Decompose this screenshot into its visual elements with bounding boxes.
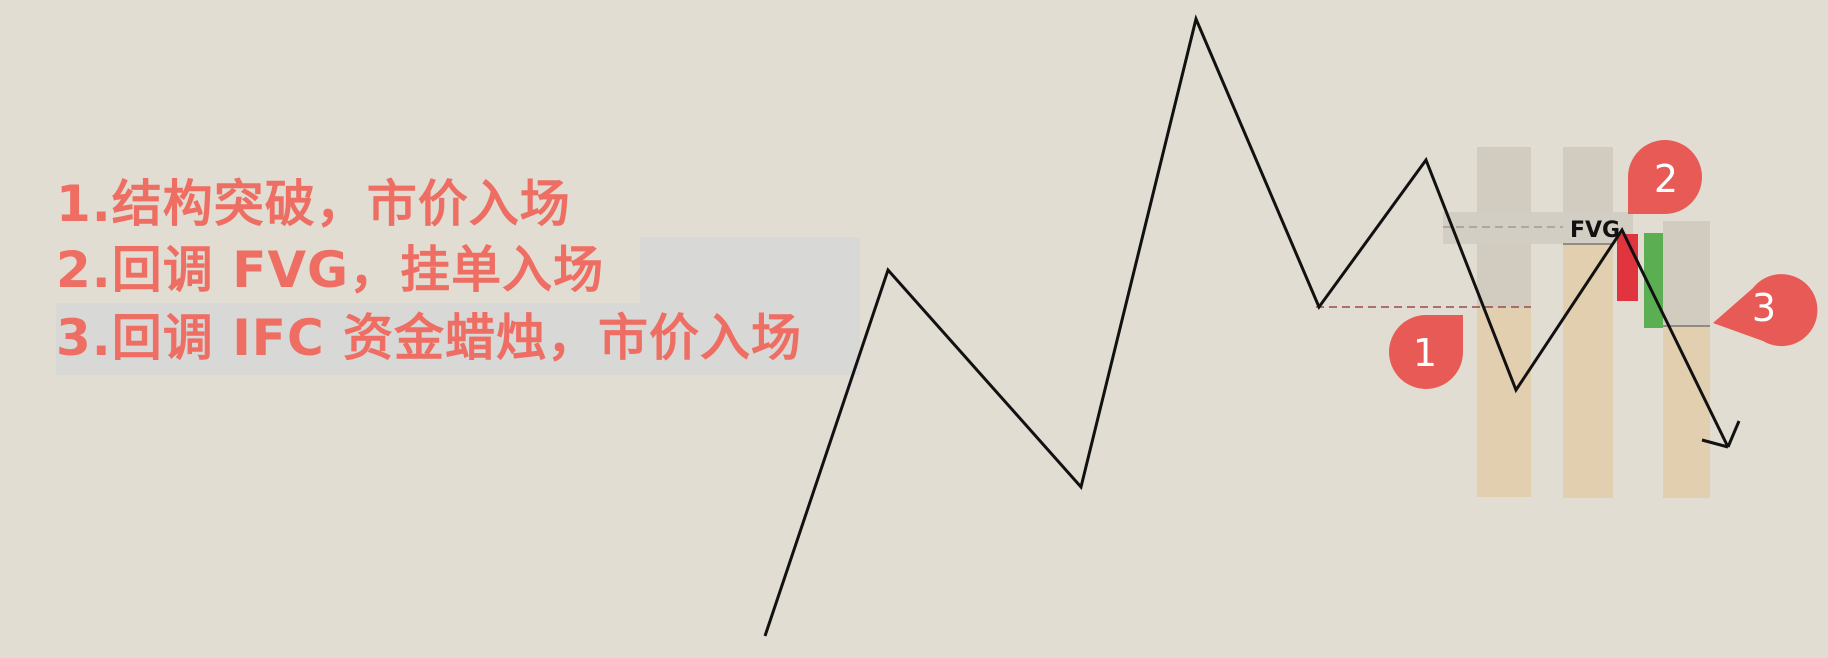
fvg-band (1443, 212, 1633, 244)
note-line-1: 1.结构突破，市价入场 (56, 175, 571, 233)
pin-marker-icon (1713, 274, 1818, 347)
down-right-arrow-icon (1701, 420, 1741, 449)
zone-1-lower (1477, 307, 1531, 497)
note-line-2: 2.回调 FVG，挂单入场 (56, 241, 605, 299)
note-3-highlight (56, 303, 860, 375)
marker-1-label: 1 (1413, 331, 1437, 375)
marker-3-label: 3 (1752, 286, 1776, 330)
note-line-3: 3.回调 IFC 资金蜡烛，市价入场 (56, 309, 803, 367)
marker-2: 2 (1628, 140, 1702, 214)
zone-3-lower (1663, 326, 1710, 498)
marker-2-label: 2 (1654, 157, 1678, 201)
fvg-label: FVG (1570, 218, 1620, 243)
pin-marker-icon (1389, 315, 1463, 389)
zone-2-lower (1563, 244, 1613, 498)
note-2-highlight (640, 237, 860, 303)
zone-3-upper (1663, 221, 1710, 326)
price-path (763, 14, 1730, 637)
marker-3: 3 (1713, 274, 1818, 347)
pin-marker-icon (1628, 140, 1702, 214)
marker-1: 1 (1389, 315, 1463, 389)
